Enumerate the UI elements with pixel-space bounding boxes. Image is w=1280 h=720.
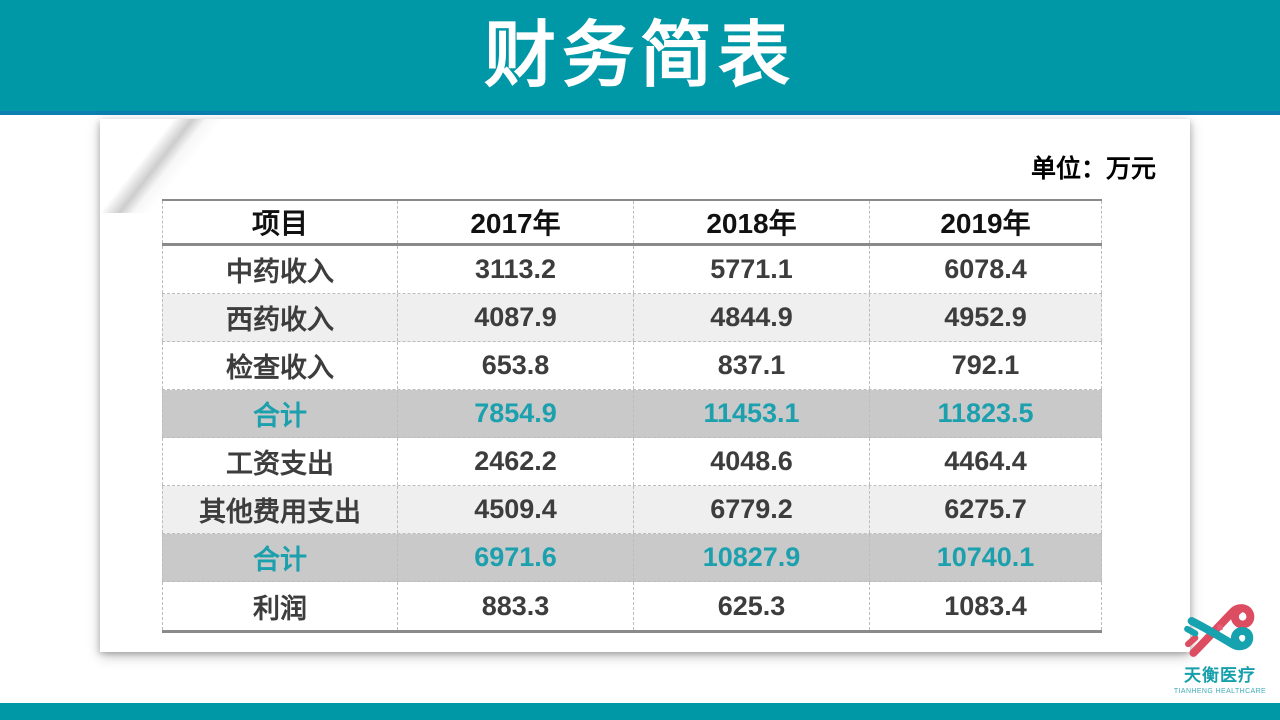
logo-knot-icon (1184, 604, 1255, 657)
row-label: 检查收入 (162, 342, 397, 389)
row-label: 利润 (162, 582, 397, 630)
cell-value: 3113.2 (397, 246, 633, 293)
cell-value: 11453.1 (633, 390, 869, 437)
table-row-total: 合计 7854.9 11453.1 11823.5 (162, 390, 1102, 438)
cell-value: 837.1 (633, 342, 869, 389)
bottom-strip (0, 703, 1280, 720)
cell-value: 4087.9 (397, 294, 633, 341)
cell-value: 625.3 (633, 582, 869, 630)
cell-value: 7854.9 (397, 390, 633, 437)
table-row: 中药收入 3113.2 5771.1 6078.4 (162, 246, 1102, 294)
unit-label: 单位：万元 (1030, 155, 1156, 183)
row-label: 合计 (162, 390, 397, 437)
logo-name-zh: 天衡医疗 (1184, 666, 1256, 685)
row-label: 合计 (162, 534, 397, 581)
cell-value: 10740.1 (869, 534, 1102, 581)
cell-value: 792.1 (869, 342, 1102, 389)
cell-value: 4509.4 (397, 486, 633, 533)
table-row-total: 合计 6971.6 10827.9 10740.1 (162, 534, 1102, 582)
finance-table: 项目 2017年 2018年 2019年 中药收入 3113.2 5771.1 … (162, 199, 1102, 633)
content-panel: 单位：万元 项目 2017年 2018年 2019年 中药收入 3113.2 5… (100, 119, 1190, 652)
page-title: 财务简表 (483, 16, 796, 96)
table-header-row: 项目 2017年 2018年 2019年 (162, 201, 1102, 246)
cell-value: 4048.6 (633, 438, 869, 485)
title-band: 财务简表 (0, 0, 1280, 115)
cell-value: 6275.7 (869, 486, 1102, 533)
logo-accent-dot (1217, 624, 1223, 630)
cell-value: 883.3 (397, 582, 633, 630)
cell-value: 4844.9 (633, 294, 869, 341)
cell-value: 10827.9 (633, 534, 869, 581)
table-row: 西药收入 4087.9 4844.9 4952.9 (162, 294, 1102, 342)
cell-value: 4464.4 (869, 438, 1102, 485)
fold-corner-decoration (100, 119, 220, 213)
cell-value: 1083.4 (869, 582, 1102, 630)
logo-name-en: TIANHENG HEALTHCARE (1173, 688, 1267, 695)
cell-value: 2462.2 (397, 438, 633, 485)
table-row: 工资支出 2462.2 4048.6 4464.4 (162, 438, 1102, 486)
row-label: 西药收入 (162, 294, 397, 341)
table-row: 其他费用支出 4509.4 6779.2 6275.7 (162, 486, 1102, 534)
column-header-2019: 2019年 (869, 201, 1102, 243)
row-label: 工资支出 (162, 438, 397, 485)
logo: 天衡医疗 TIANHENG HEALTHCARE (1172, 598, 1268, 695)
cell-value: 4952.9 (869, 294, 1102, 341)
cell-value: 5771.1 (633, 246, 869, 293)
row-label: 中药收入 (162, 246, 397, 293)
column-header-2018: 2018年 (633, 201, 869, 243)
cell-value: 6971.6 (397, 534, 633, 581)
row-label: 其他费用支出 (162, 486, 397, 533)
cell-value: 6078.4 (869, 246, 1102, 293)
table-row: 检查收入 653.8 837.1 792.1 (162, 342, 1102, 390)
column-header-item: 项目 (162, 201, 397, 243)
table-row: 利润 883.3 625.3 1083.4 (162, 582, 1102, 630)
cell-value: 6779.2 (633, 486, 869, 533)
cell-value: 653.8 (397, 342, 633, 389)
column-header-2017: 2017年 (397, 201, 633, 243)
cell-value: 11823.5 (869, 390, 1102, 437)
